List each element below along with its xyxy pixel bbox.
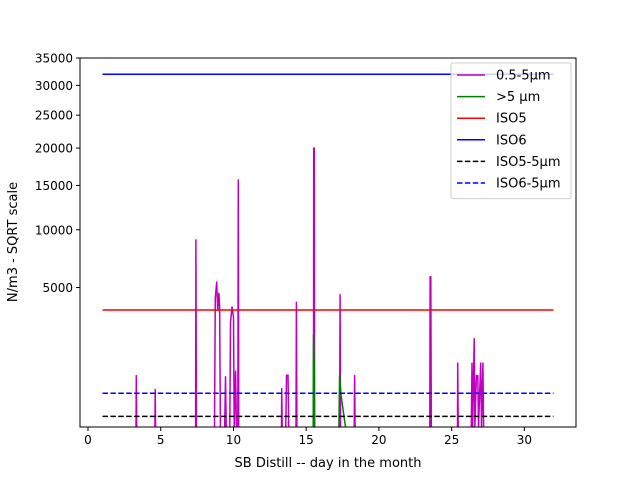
legend-item-gt5-um: >5 µm [457,90,540,105]
plot-frame [79,57,577,428]
legend-label: >5 µm [496,90,540,105]
series-line-0-5-5um [353,374,356,428]
legend-item-iso6-5um: ISO6-5µm [457,177,561,192]
y-tick-label: 20000 [35,142,73,156]
legend-label: 0.5-5µm [496,69,551,84]
x-tick-label: 25 [444,433,459,447]
y-axis-label: N/m3 - SQRT scale [6,182,21,302]
legend-label: ISO5 [496,112,527,127]
legend-label: ISO5-5µm [496,155,561,170]
x-axis-ticks: 0 5 10 15 20 25 30 [84,427,532,447]
y-tick-label: 10000 [35,223,73,237]
legend-item-iso5-5um: ISO5-5µm [457,155,561,170]
legend-label: ISO6-5µm [496,177,561,192]
legend-item-0-5-5um: 0.5-5µm [457,69,551,84]
legend-label: ISO6 [496,133,527,148]
y-tick-label: 30000 [35,79,73,93]
x-axis-label: SB Distill -- day in the month [235,456,422,471]
x-tick-label: 15 [299,433,314,447]
x-tick-label: 5 [157,433,165,447]
series-line-gt5-um [338,374,347,428]
legend-item-iso6: ISO6 [457,133,527,148]
series-line-0-5-5um [223,375,227,428]
series-line-0-5-5um [429,276,433,428]
series-line-0-5-5um [237,179,240,428]
x-tick-label: 10 [226,433,241,447]
series-line-0-5-5um [229,306,238,428]
series-line-0-5-5um [194,239,198,428]
y-tick-label: 25000 [35,109,73,123]
series-line-0-5-5um [154,388,157,428]
series-line-0-5-5um [285,374,290,428]
y-tick-label: 5000 [42,281,73,295]
legend: 0.5-5µm >5 µm ISO5 ISO6 ISO5-5µm ISO6-5µm [450,62,572,200]
series-line-0-5-5um [280,387,283,428]
y-tick-label: 15000 [35,179,73,193]
series-line-0-5-5um [456,362,459,428]
series-gt5-um [312,333,347,428]
x-tick-label: 0 [84,433,92,447]
y-axis-ticks: 5000 10000 15000 20000 25000 30000 35000 [35,52,80,295]
x-tick-label: 20 [371,433,386,447]
x-tick-label: 30 [517,433,532,447]
series-line-gt5-um [312,333,316,428]
series-0-5-5um [135,147,485,428]
series-line-0-5-5um [312,147,316,428]
y-tick-label: 35000 [35,52,73,66]
series-line-0-5-5um [135,374,138,428]
series-line-0-5-5um [295,301,298,428]
legend-item-iso5: ISO5 [457,112,527,127]
